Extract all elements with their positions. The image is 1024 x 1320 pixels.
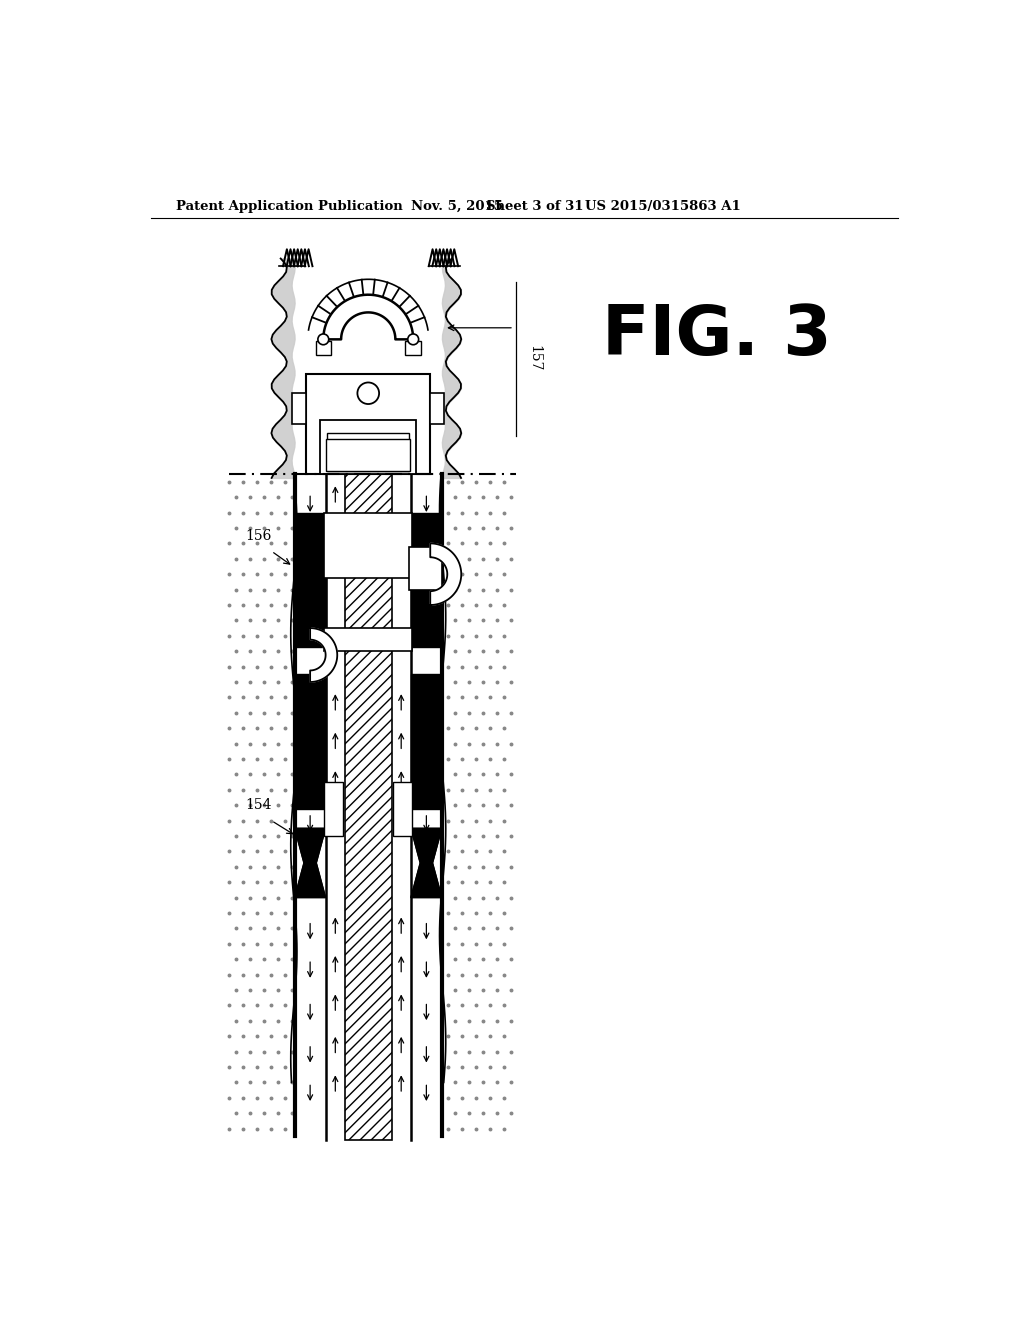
Bar: [327, 438, 410, 471]
Bar: [328, 444, 410, 470]
Text: 157: 157: [527, 346, 541, 372]
Polygon shape: [411, 829, 442, 898]
Bar: [295, 512, 326, 647]
Polygon shape: [324, 294, 414, 339]
Text: FIG. 3: FIG. 3: [602, 302, 831, 370]
Polygon shape: [295, 829, 326, 898]
Bar: [324, 512, 413, 578]
Bar: [306, 374, 430, 474]
Bar: [322, 436, 415, 474]
Bar: [328, 433, 410, 471]
Text: Patent Application Publication: Patent Application Publication: [176, 199, 402, 213]
Text: Nov. 5, 2015: Nov. 5, 2015: [411, 199, 503, 213]
Circle shape: [357, 383, 379, 404]
Bar: [292, 393, 306, 424]
Circle shape: [408, 334, 419, 345]
Polygon shape: [430, 544, 461, 605]
Bar: [324, 781, 343, 836]
Bar: [393, 781, 413, 836]
Text: 156: 156: [246, 529, 272, 543]
Text: US 2015/0315863 A1: US 2015/0315863 A1: [586, 199, 741, 213]
Bar: [345, 470, 391, 1140]
Bar: [315, 341, 331, 355]
Circle shape: [317, 334, 329, 345]
Bar: [406, 341, 421, 355]
Bar: [430, 393, 444, 424]
Text: 154: 154: [246, 799, 272, 812]
Bar: [295, 675, 326, 809]
Bar: [410, 548, 442, 590]
Polygon shape: [310, 628, 337, 682]
Bar: [411, 512, 442, 647]
Bar: [411, 675, 442, 809]
Bar: [321, 420, 417, 474]
Bar: [324, 628, 413, 651]
Text: Sheet 3 of 31: Sheet 3 of 31: [486, 199, 584, 213]
